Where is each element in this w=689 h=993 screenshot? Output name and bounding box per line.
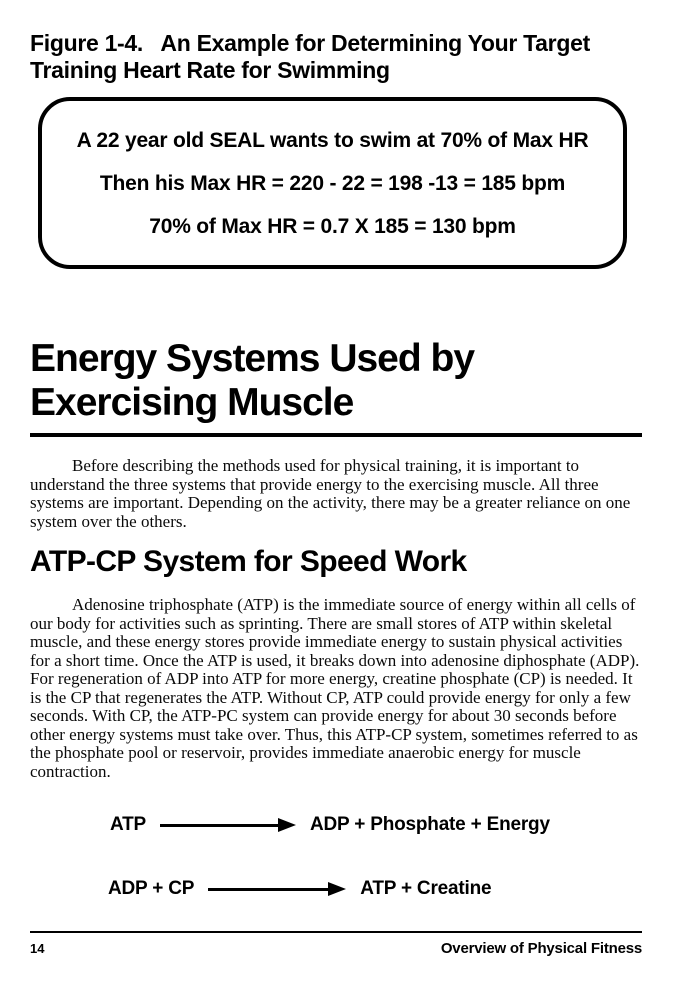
- page-footer: 14 Overview of Physical Fitness: [30, 931, 642, 957]
- heading-rule: [30, 433, 642, 437]
- section-heading-line-1: Energy Systems Used by: [30, 337, 475, 380]
- section-heading-line-2: Exercising Muscle: [30, 381, 354, 424]
- figure-example-box: A 22 year old SEAL wants to swim at 70% …: [38, 97, 627, 269]
- page-number: 14: [30, 941, 45, 956]
- equation-right-term: ATP + Creatine: [360, 878, 492, 899]
- equation-left-term: ADP + CP: [108, 878, 195, 899]
- atp-cp-paragraph: Adenosine triphosphate (ATP) is the imme…: [30, 595, 640, 781]
- equation-atp-breakdown: ATP ADP + Phosphate + Energy: [30, 814, 642, 836]
- right-arrow-icon: [208, 882, 347, 896]
- running-title: Overview of Physical Fitness: [440, 940, 642, 957]
- section-heading: Energy Systems Used by Exercising Muscle: [30, 337, 642, 425]
- subsection-heading: ATP-CP System for Speed Work: [30, 545, 467, 578]
- equation-atp-regeneration: ADP + CP ATP + Creatine: [30, 878, 642, 900]
- box-line-2: Then his Max HR = 220 - 22 = 198 -13 = 1…: [99, 171, 566, 195]
- footer-rule: [30, 931, 642, 933]
- right-arrow-icon: [160, 818, 296, 832]
- equation-left-term: ATP: [110, 814, 146, 835]
- intro-paragraph: Before describing the methods used for p…: [30, 456, 631, 531]
- box-line-3: 70% of Max HR = 0.7 X 185 = 130 bpm: [149, 214, 516, 238]
- equation-right-term: ADP + Phosphate + Energy: [310, 814, 550, 835]
- box-line-1: A 22 year old SEAL wants to swim at 70% …: [76, 128, 589, 152]
- figure-caption: Figure 1-4. An Example for Determining Y…: [30, 30, 590, 83]
